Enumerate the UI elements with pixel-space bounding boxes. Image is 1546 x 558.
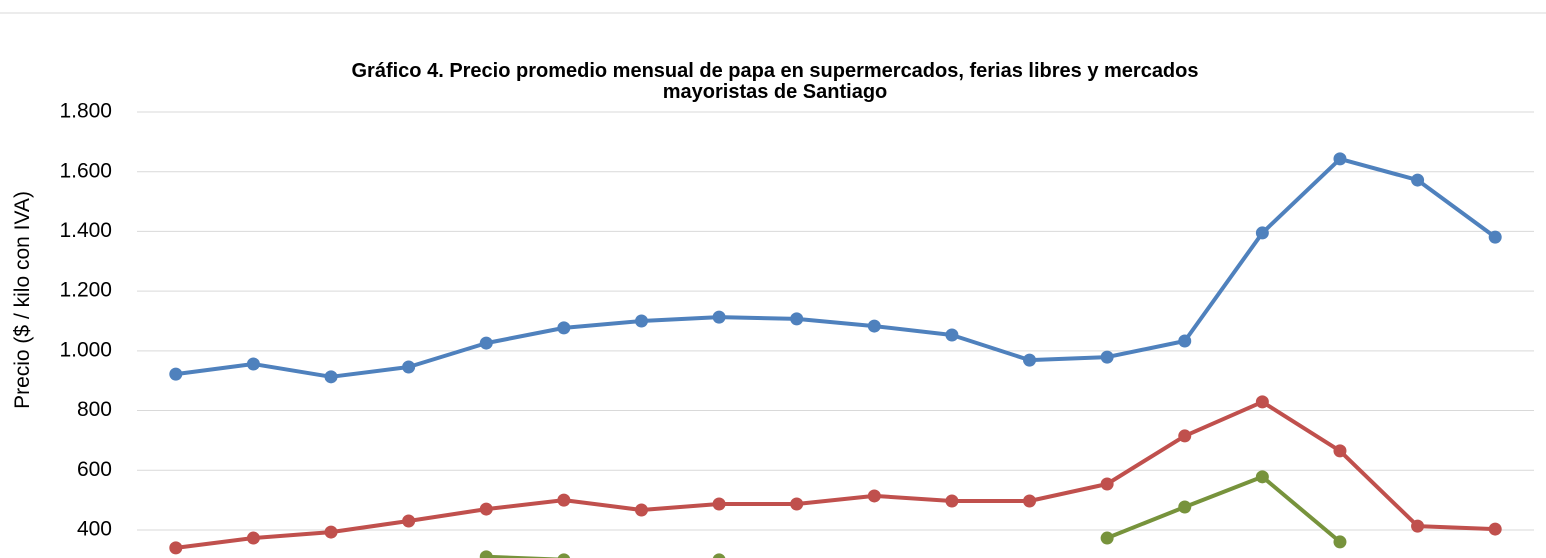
data-point [1411,173,1425,187]
data-point [1178,334,1192,348]
data-point [1023,494,1037,508]
data-point [1255,395,1269,409]
data-point [1488,522,1502,536]
data-point [712,497,726,511]
y-tick-label: 1.200 [59,279,112,302]
data-point [557,493,571,507]
data-point [712,553,726,558]
data-point [479,336,493,350]
series-line [175,399,1496,550]
series-line [486,474,1342,558]
data-point [1333,535,1347,549]
data-point [1178,500,1192,514]
data-point [324,525,338,539]
y-tick-label: 1.000 [59,338,112,361]
data-point [1333,152,1347,166]
y-tick-label: 1.600 [59,159,112,182]
data-point [479,502,493,516]
data-point [1100,477,1114,491]
data-point [1411,519,1425,533]
y-axis-label: Precio ($ / kilo con IVA) [11,191,34,409]
data-point [1023,353,1037,367]
data-point [246,531,260,545]
data-point [1333,444,1347,458]
y-tick-label: 1.400 [59,219,112,242]
data-point [1255,470,1269,484]
data-point [867,319,881,333]
data-point [1100,531,1114,545]
data-point [1488,230,1502,244]
chart-title: Gráfico 4. Precio promedio mensual de pa… [352,60,1199,82]
y-tick-label: 800 [77,398,112,421]
data-point [1255,226,1269,240]
y-tick-label: 600 [77,458,112,481]
data-point [634,314,648,328]
data-point [557,321,571,335]
data-point [324,370,338,384]
data-point [246,357,260,371]
data-point [945,328,959,342]
data-point [634,503,648,517]
y-tick-label: 400 [77,518,112,541]
series-line [175,156,1497,379]
data-point [169,367,183,381]
data-point [402,360,416,374]
data-point [945,494,959,508]
data-point [790,497,804,511]
chart-title: mayoristas de Santiago [663,81,888,103]
data-point [867,489,881,503]
data-point [1100,350,1114,364]
data-point [1178,429,1192,443]
data-point [479,550,493,558]
data-point [712,310,726,324]
data-point [402,514,416,528]
y-tick-label: 1.800 [59,100,112,123]
data-point [790,312,804,326]
data-point [557,553,571,558]
data-point [169,541,183,555]
